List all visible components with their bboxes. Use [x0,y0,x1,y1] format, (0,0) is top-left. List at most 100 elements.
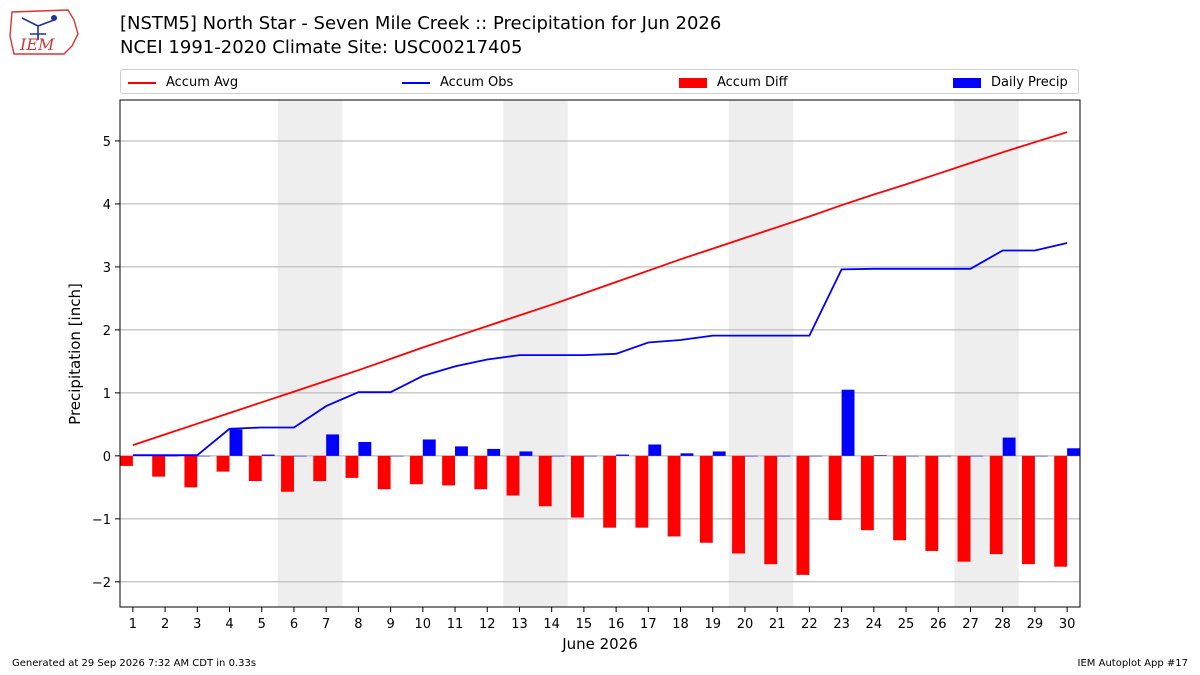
daily-precip-bar-5 [261,454,275,456]
daily-precip-bar-7 [326,434,340,456]
accum-diff-bar-10 [409,455,423,485]
daily-precip-bar-21 [777,455,791,457]
daily-precip-bar-18 [680,453,694,456]
accum-diff-bar-12 [474,455,488,490]
x-tick-label-24: 24 [866,617,883,632]
daily-precip-bar-19 [712,451,726,456]
x-tick-label-30: 30 [1059,617,1076,632]
accum-diff-bar-30 [1054,455,1068,567]
x-tick-label-6: 6 [290,617,298,632]
daily-precip-bar-17 [648,444,662,456]
x-tick-label-14: 14 [543,617,560,632]
x-axis-label: June 2026 [561,635,638,653]
footer-app-text: IEM Autoplot App #17 [1077,658,1188,669]
daily-precip-bar-4 [229,429,243,456]
x-tick-label-2: 2 [161,617,169,632]
x-tick-label-1: 1 [129,617,137,632]
legend-label-daily-precip: Daily Precip [991,75,1068,90]
iowa-outline-icon [9,9,79,55]
legend-label-accum-diff: Accum Diff [717,75,788,90]
y-tick-label-4: 4 [103,198,111,213]
daily-precip-bar-29 [1034,455,1048,457]
daily-precip-bar-16 [616,454,629,456]
weekend-shading-layer [277,100,1019,607]
accum-diff-bar-7 [313,455,327,482]
iem-logo: IEM [9,9,79,55]
accum-diff-bar-4 [216,455,230,472]
y-tick-label-0: 0 [103,450,111,465]
x-tick-label-3: 3 [193,617,201,632]
accum-obs-line [132,242,1068,457]
daily-precip-bar-14 [551,455,565,457]
x-tick-label-8: 8 [354,617,362,632]
y-axis-label: Precipitation [inch] [66,283,84,425]
daily-precip-bar-6 [293,455,307,457]
accum-avg-line [132,131,1068,446]
x-tick-label-29: 29 [1027,617,1044,632]
x-tick-label-25: 25 [898,617,915,632]
accum-diff-bar-6 [281,455,294,492]
accum-diff-bar-13 [506,455,520,496]
legend-entry-accum-diff: Accum Diff [679,70,788,95]
accum-diff-bar-26 [925,455,939,551]
x-tick-label-16: 16 [608,617,625,632]
x-tick-label-26: 26 [930,617,947,632]
logo-text: IEM [19,35,55,54]
accum-diff-bar-8 [345,455,359,478]
legend-label-accum-avg: Accum Avg [166,75,239,90]
y-tick-label-5: 5 [103,135,111,150]
x-tick-label-21: 21 [769,617,786,632]
bar-layer [120,389,1080,575]
accum-diff-bar-17 [635,455,649,528]
legend: Accum Avg Accum Obs Accum Diff Daily Pre… [120,69,1079,94]
x-tick-label-13: 13 [511,617,528,632]
chart-title: [NSTM5] North Star - Seven Mile Creek ::… [120,13,722,34]
accum-diff-bar-23 [828,455,842,521]
legend-swatch-accum-avg [128,81,156,84]
daily-precip-bar-23 [841,389,855,456]
x-tick-label-23: 23 [833,617,850,632]
x-tick-label-4: 4 [225,617,233,632]
daily-precip-bar-11 [455,446,468,456]
y-tick-label--1: −1 [92,513,111,528]
daily-precip-bar-8 [358,441,372,456]
x-tick-label-28: 28 [994,617,1011,632]
chart-subtitle: NCEI 1991-2020 Climate Site: USC00217405 [120,37,523,58]
accum-diff-bar-19 [699,455,713,543]
daily-precip-bar-3 [197,455,211,457]
accum-diff-bar-27 [957,455,971,562]
x-tick-label-20: 20 [737,617,754,632]
daily-precip-bar-22 [809,455,823,457]
accum-diff-bar-21 [764,455,778,565]
daily-precip-bar-30 [1067,448,1080,456]
y-tick-label--2: −2 [92,576,111,591]
accum-diff-bar-29 [1022,455,1035,565]
legend-entry-accum-obs: Accum Obs [402,70,513,95]
accum-diff-bar-1 [120,455,133,466]
daily-precip-bar-26 [938,455,952,457]
accum-diff-bar-24 [860,455,874,531]
gridline-layer [120,140,1080,583]
y-tick-label-2: 2 [103,324,111,339]
daily-precip-bar-25 [906,455,919,457]
accum-diff-bar-25 [893,455,907,541]
x-tick-label-9: 9 [386,617,394,632]
x-tick-label-15: 15 [576,617,593,632]
weather-station-icon [21,17,55,40]
daily-precip-bar-13 [519,451,533,456]
accum-diff-bar-16 [603,455,617,528]
x-tick-label-10: 10 [415,617,432,632]
daily-precip-bar-28 [1002,437,1016,456]
legend-entry-daily-precip: Daily Precip [953,70,1068,95]
x-tick-label-12: 12 [479,617,496,632]
accum-diff-bar-3 [184,455,198,488]
x-tick-label-11: 11 [447,617,464,632]
x-tick-label-27: 27 [962,617,979,632]
y-tick-label-3: 3 [103,261,111,276]
accum-diff-bar-5 [248,455,262,482]
legend-swatch-accum-obs [402,81,430,84]
accum-diff-bar-15 [571,455,584,518]
legend-label-accum-obs: Accum Obs [440,75,514,90]
